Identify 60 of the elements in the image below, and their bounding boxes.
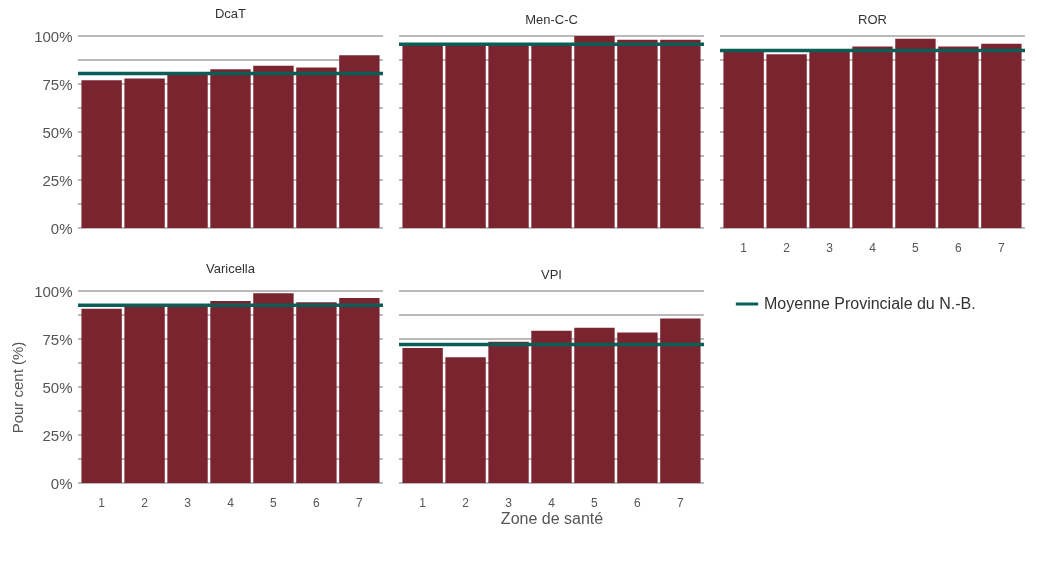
bar <box>445 357 486 483</box>
y-tick-label: 100% <box>34 282 73 300</box>
y-tick-label: 100% <box>34 27 73 45</box>
bar <box>617 332 658 483</box>
bar <box>124 78 165 228</box>
bar <box>253 293 294 483</box>
bar <box>296 302 337 483</box>
chart-title: Men-C-C <box>525 12 578 28</box>
x-tick-label: 5 <box>270 495 278 510</box>
bar <box>488 341 529 483</box>
chart-title: DcaT <box>214 6 247 21</box>
chart-title: ROR <box>858 12 887 28</box>
x-tick-label: 3 <box>184 495 192 510</box>
y-tick-label: 75% <box>42 330 73 348</box>
x-tick-label: 4 <box>869 240 877 255</box>
bar <box>167 74 208 228</box>
bar <box>210 300 251 483</box>
x-tick-label: 6 <box>313 495 321 510</box>
y-tick-label: 25% <box>42 171 73 189</box>
bar <box>339 297 380 483</box>
x-tick-label: 3 <box>826 240 834 255</box>
x-tick-label: 3 <box>505 495 513 510</box>
chart-title: Varicella <box>206 261 256 276</box>
bar <box>574 327 615 483</box>
x-tick-label: 2 <box>462 495 470 510</box>
y-tick-label: 25% <box>42 426 73 444</box>
bar <box>402 348 443 483</box>
bar <box>253 65 294 228</box>
x-tick-label: 6 <box>634 495 642 510</box>
y-tick-label: 50% <box>42 378 73 396</box>
y-tick-label: 50% <box>42 123 73 141</box>
x-tick-label: 4 <box>548 495 556 510</box>
bar <box>660 318 701 483</box>
y-tick-label: 0% <box>50 474 73 492</box>
x-tick-label: 1 <box>98 495 106 510</box>
bar <box>124 306 165 483</box>
x-tick-label: 4 <box>227 495 235 510</box>
x-tick-label: 6 <box>955 240 963 255</box>
bar <box>167 306 208 483</box>
bar <box>296 67 337 228</box>
y-axis-title: Pour cent (%) <box>9 341 27 434</box>
chart-title: VPI <box>541 267 562 283</box>
bar <box>81 80 122 228</box>
x-tick-label: 7 <box>677 495 685 510</box>
x-tick-label: 2 <box>783 240 791 255</box>
x-tick-label: 5 <box>912 240 920 255</box>
x-tick-label: 7 <box>356 495 364 510</box>
x-tick-label: 1 <box>740 240 748 255</box>
x-axis-title: Zone de santé <box>500 509 604 527</box>
x-tick-label: 2 <box>141 495 149 510</box>
x-tick-label: 1 <box>419 495 427 510</box>
y-tick-label: 0% <box>50 219 73 237</box>
x-tick-label: 5 <box>591 495 599 510</box>
bar <box>531 330 572 483</box>
bar <box>339 55 380 228</box>
x-tick-label: 7 <box>998 240 1006 255</box>
bar <box>81 308 122 483</box>
bar <box>210 69 251 228</box>
legend-label: Moyenne Provinciale du N.-B. <box>764 295 976 312</box>
y-tick-label: 75% <box>42 75 73 93</box>
